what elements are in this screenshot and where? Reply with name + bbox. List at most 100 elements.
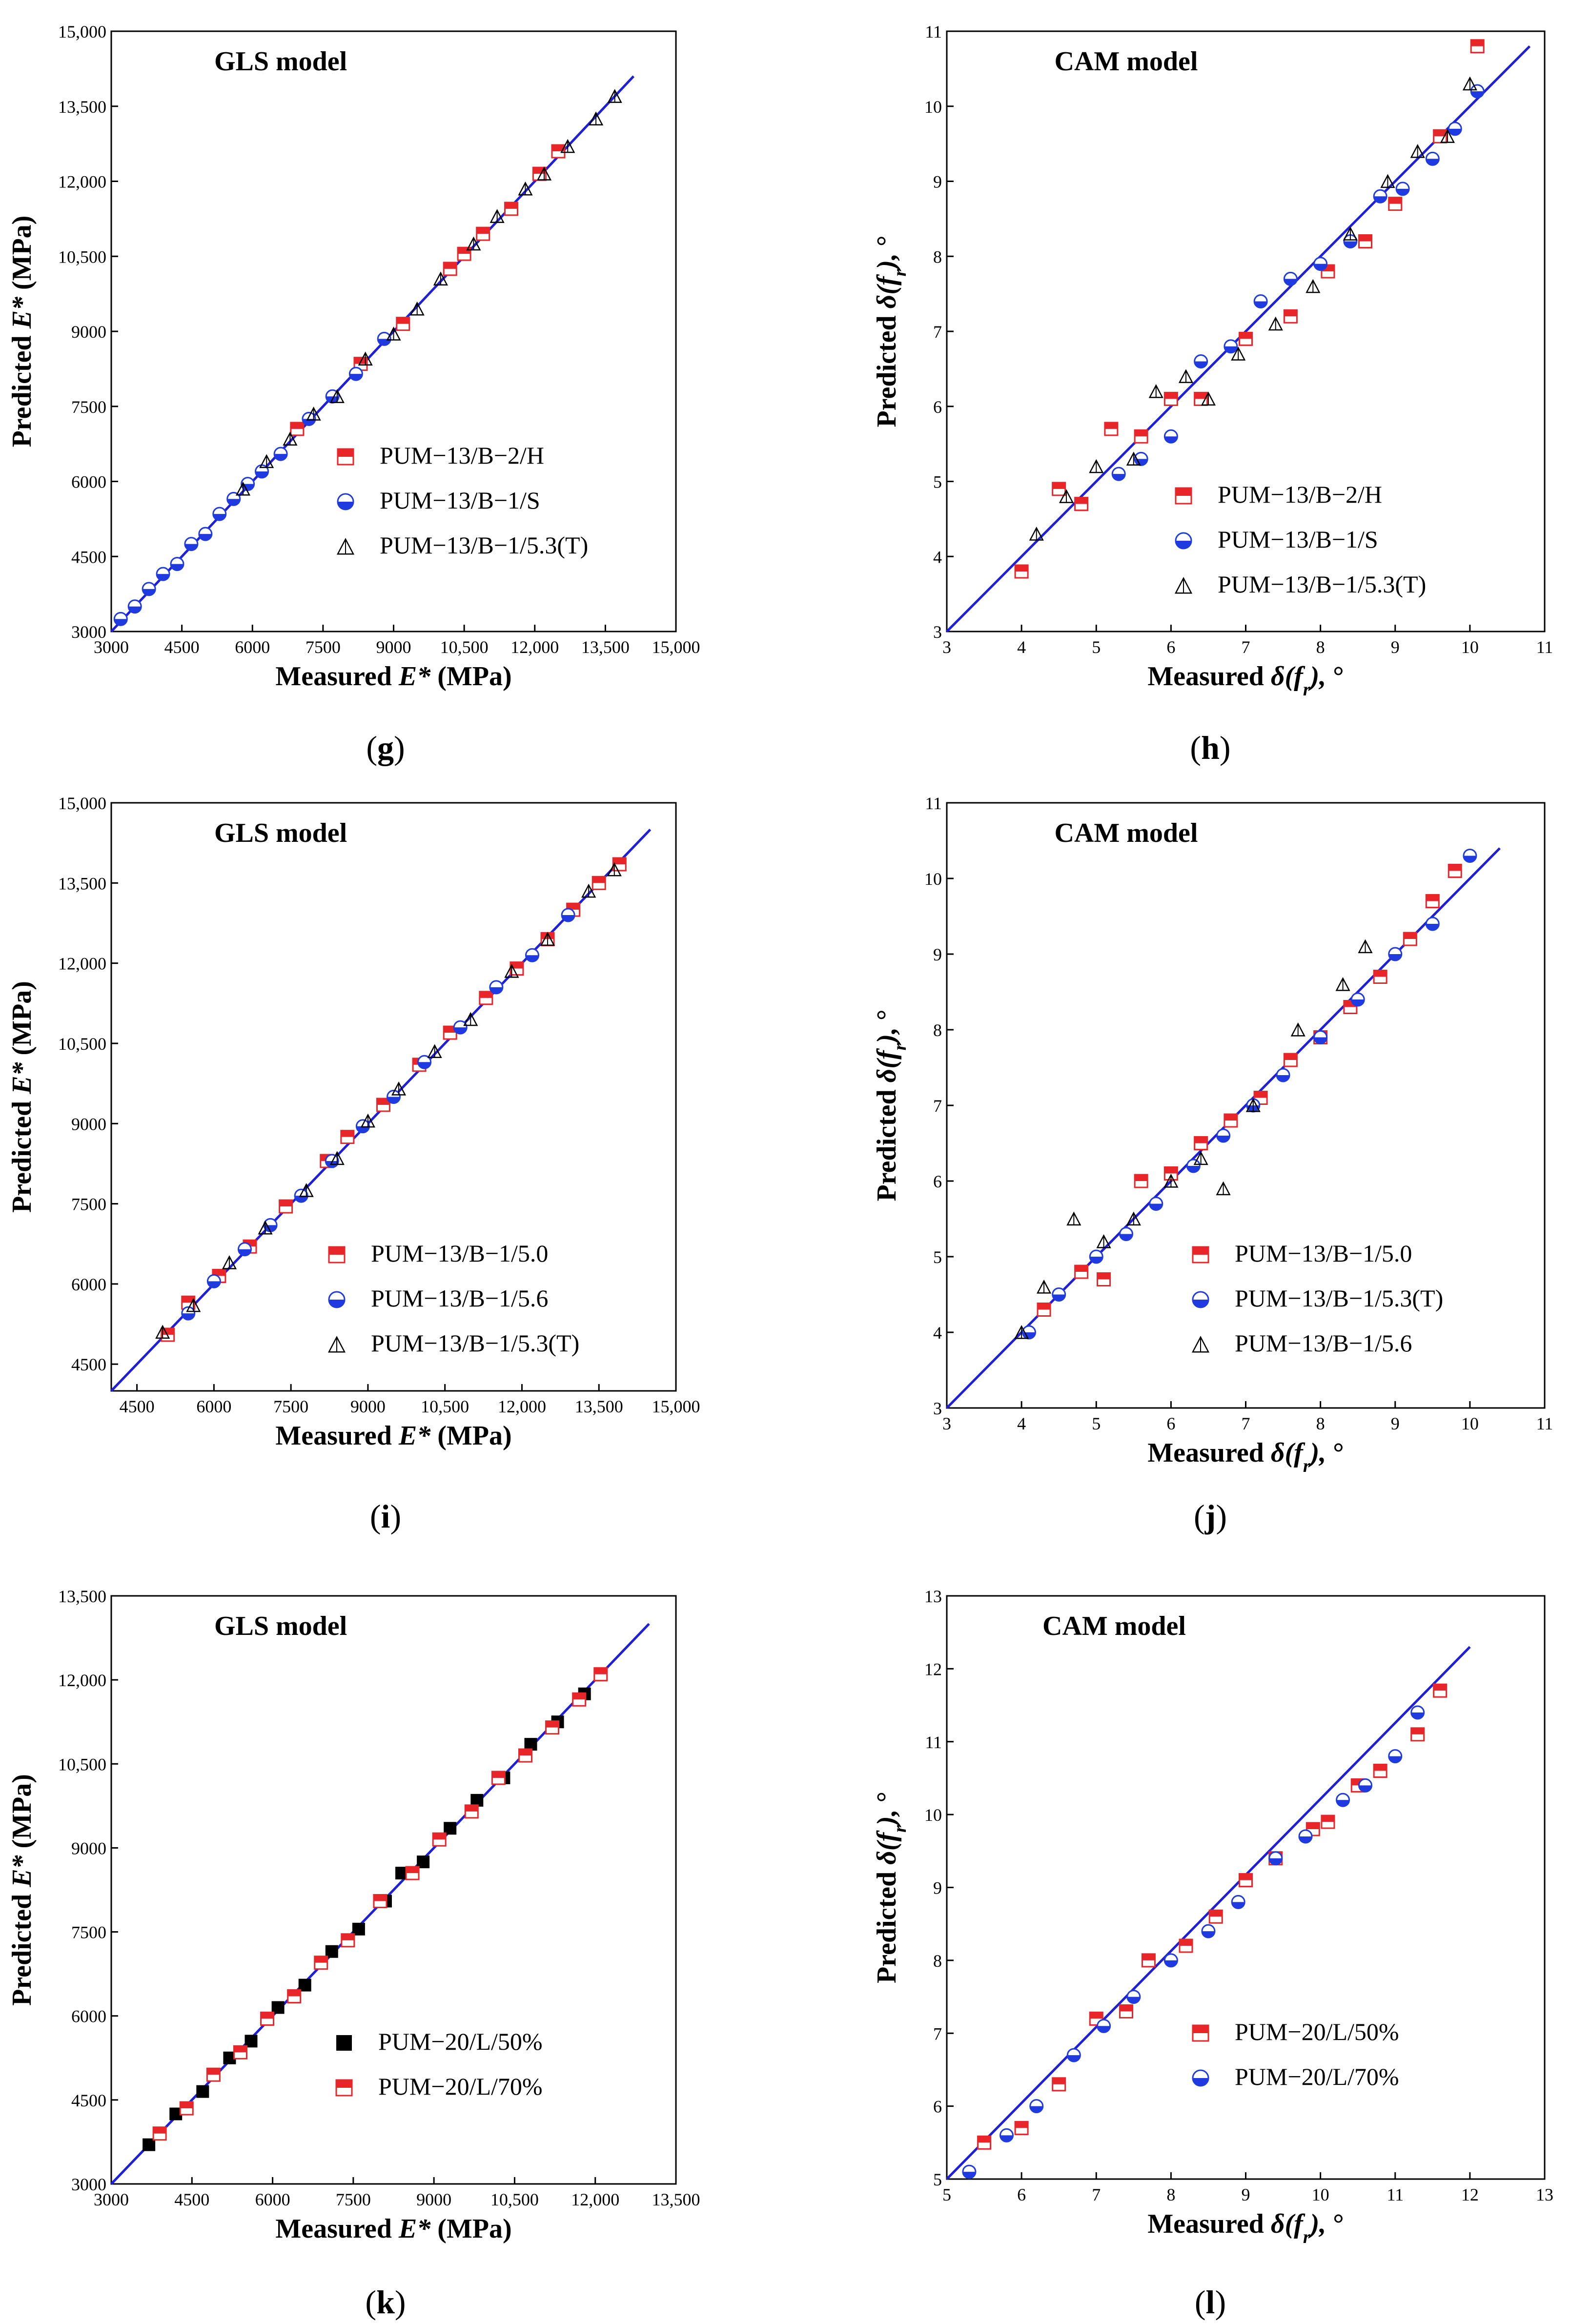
- data-point: [161, 1327, 175, 1342]
- data-point-fill: [551, 145, 565, 151]
- data-point: [1433, 1683, 1448, 1698]
- data-point-fill: [1194, 1137, 1207, 1143]
- data-point: [504, 964, 519, 978]
- data-point: [329, 389, 345, 403]
- data-point-fill: [1426, 159, 1439, 165]
- data-point: [290, 422, 305, 436]
- data-point: [1089, 2011, 1103, 2026]
- legend-marker: [337, 448, 354, 466]
- data-point: [510, 961, 524, 976]
- panel-caption: (l): [1195, 2283, 1226, 2321]
- legend-marker-fill: [336, 2080, 352, 2088]
- legend-marker: [1192, 1246, 1209, 1264]
- data-point: [1463, 849, 1477, 863]
- y-tick-label: 4500: [71, 1355, 106, 1374]
- data-point: [1089, 459, 1104, 473]
- data-point: [1052, 2077, 1066, 2092]
- data-point: [977, 2135, 992, 2150]
- legend-label: PUM−13/B−1/S: [1218, 526, 1378, 553]
- data-point-fill: [287, 1990, 301, 1997]
- x-tick-label: 6: [1017, 2185, 1026, 2204]
- data-point-fill: [465, 1805, 478, 1812]
- data-point: [1036, 1279, 1052, 1294]
- x-tick-label: 10,500: [440, 637, 489, 657]
- y-tick-label: 7500: [71, 397, 106, 417]
- data-point-fill: [295, 1196, 308, 1203]
- legend-marker: [1175, 532, 1192, 550]
- y-tick-label: 13: [924, 1587, 942, 1606]
- data-point: [377, 331, 391, 346]
- legend-marker: [337, 493, 354, 510]
- data-point: [1029, 527, 1044, 541]
- data-point-fill: [406, 1867, 419, 1874]
- data-point: [1134, 429, 1148, 444]
- y-axis-label: Predicted E* (MPa): [7, 1774, 37, 2006]
- data-point: [433, 271, 448, 285]
- data-point: [376, 1098, 390, 1112]
- data-point-fill: [180, 2102, 193, 2109]
- data-point-fill: [1277, 1075, 1290, 1081]
- data-point: [186, 1298, 201, 1312]
- legend-marker: [328, 1291, 346, 1308]
- data-point: [1388, 1749, 1403, 1764]
- data-point: [1470, 39, 1485, 54]
- data-point: [314, 1956, 328, 1970]
- data-point: [1163, 1173, 1179, 1188]
- data-point: [427, 1044, 442, 1058]
- data-point-fill: [227, 499, 240, 506]
- data-point: [1104, 422, 1119, 436]
- data-point-fill: [255, 471, 268, 478]
- x-tick-label: 13,500: [581, 637, 630, 657]
- data-point: [1283, 271, 1298, 286]
- data-point-fill: [1426, 895, 1439, 901]
- x-tick-label: 9: [1391, 637, 1400, 657]
- data-point: [1343, 226, 1358, 241]
- legend-marker: [1175, 487, 1192, 505]
- data-point: [405, 1866, 420, 1880]
- data-point-fill: [212, 1269, 225, 1276]
- x-tick-label: 7: [1242, 637, 1250, 657]
- data-point: [491, 1771, 506, 1785]
- data-point: [489, 980, 504, 995]
- y-tick-label: 3000: [71, 2175, 106, 2194]
- y-tick-label: 10: [924, 1805, 942, 1825]
- data-point-fill: [1433, 1684, 1447, 1691]
- x-tick-label: 10,500: [421, 1397, 469, 1416]
- data-point-fill: [1180, 1939, 1192, 1946]
- data-point-fill: [476, 227, 490, 234]
- data-point-fill: [978, 2136, 991, 2143]
- data-point: [1335, 977, 1350, 991]
- y-tick-label: 4500: [71, 547, 106, 567]
- data-point: [536, 166, 552, 181]
- data-point-fill: [1104, 422, 1118, 429]
- data-point: [607, 89, 622, 103]
- x-tick-label: 9000: [376, 637, 411, 657]
- data-point: [1186, 1159, 1201, 1173]
- data-point: [299, 1183, 314, 1197]
- y-axis-label: Predicted δ(fr), °: [872, 236, 910, 428]
- data-point-fill: [1284, 279, 1297, 285]
- legend-marker-fill: [329, 1300, 345, 1307]
- data-point: [206, 1274, 221, 1288]
- data-point: [1216, 1128, 1231, 1143]
- data-point-fill: [526, 955, 539, 962]
- data-point-fill: [510, 962, 523, 969]
- legend-marker-fill: [1193, 2025, 1208, 2033]
- y-tick-label: 10,500: [58, 247, 106, 266]
- data-point-fill: [153, 2127, 166, 2134]
- data-point-fill: [396, 317, 409, 324]
- legend-marker-fill: [338, 502, 353, 510]
- x-axis-label: Measured δ(fr), °: [1147, 661, 1344, 700]
- data-point-fill: [562, 915, 575, 922]
- legend-label: PUM−13/B−1/5.6: [1235, 1329, 1412, 1357]
- data-point-fill: [1209, 1910, 1223, 1917]
- data-point-fill: [1269, 1858, 1282, 1865]
- data-point-fill: [261, 2012, 274, 2019]
- data-point: [453, 1020, 468, 1035]
- data-point-fill: [1224, 1114, 1237, 1121]
- data-point: [348, 367, 363, 381]
- data-point-fill: [479, 991, 492, 998]
- data-point-fill: [290, 422, 304, 429]
- data-point-fill: [213, 514, 226, 521]
